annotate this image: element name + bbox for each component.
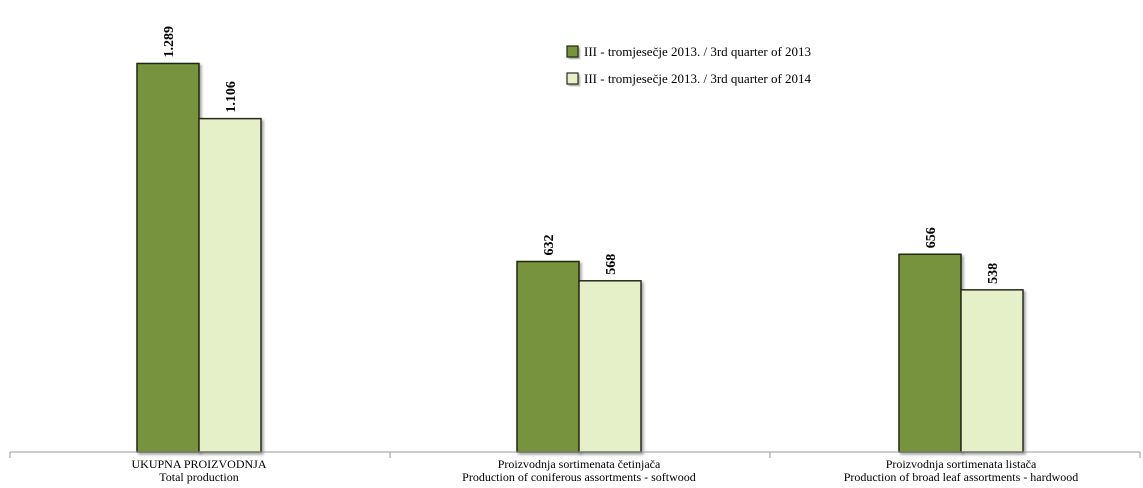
bar-series-2-category-1 (198, 117, 262, 453)
category-label-2-line-2: Production of coniferous assortments - s… (462, 470, 696, 484)
category-label-2-line-1: Proizvodnja sortimenata četinjača (498, 457, 661, 471)
bar-series-1-category-1 (136, 62, 200, 453)
legend: III - tromjesečje 2013. / 3rd quarter of… (566, 44, 812, 86)
category-label-3-line-2: Production of broad leaf assortments - h… (844, 470, 1079, 484)
legend-swatch-series-2 (566, 72, 579, 85)
data-label-series-1-category-3: 656 (924, 227, 939, 248)
legend-swatch-series-1 (566, 45, 579, 58)
legend-label-series-1: III - tromjesečje 2013. / 3rd quarter of… (584, 44, 811, 59)
bar-series-1-category-3 (898, 253, 962, 453)
category-label-3-line-1: Proizvodnja sortimenata listača (886, 457, 1037, 471)
x-axis-ticks (9, 452, 1141, 458)
data-label-series-2-category-3: 538 (986, 263, 1001, 284)
bar-series-2-category-3 (960, 289, 1024, 453)
category-label-1-line-1: UKUPNA PROIZVODNJA (131, 457, 266, 471)
bars-layer: 1.289 632 656 1.106 568 538 (136, 26, 1024, 453)
data-label-series-1-category-2: 632 (542, 234, 557, 255)
category-label-1-line-2: Total production (159, 470, 238, 484)
bar-series-1-category-2 (516, 260, 580, 453)
bar-series-2-category-2 (578, 280, 642, 453)
legend-label-series-2: III - tromjesečje 2013. / 3rd quarter of… (584, 71, 812, 86)
data-label-series-1-category-1: 1.289 (162, 26, 177, 58)
data-label-series-2-category-1: 1.106 (224, 81, 239, 113)
data-label-series-2-category-2: 568 (604, 254, 619, 275)
